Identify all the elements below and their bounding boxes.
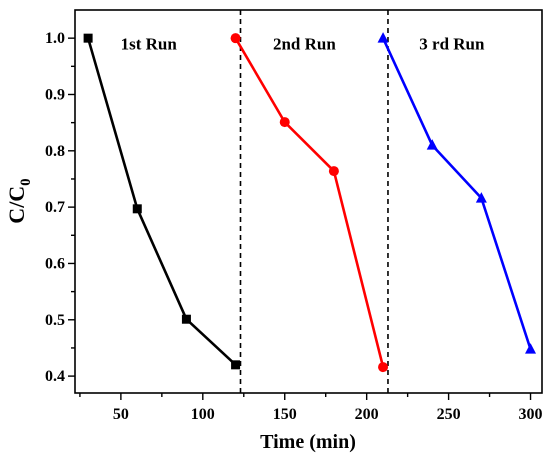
data-point bbox=[378, 32, 389, 43]
x-tick-label: 250 bbox=[437, 406, 461, 423]
run-label: 1st Run bbox=[121, 34, 178, 53]
y-tick-label: 0.9 bbox=[45, 86, 65, 103]
data-point bbox=[231, 33, 241, 43]
series-3 bbox=[378, 32, 536, 353]
y-tick-label: 0.8 bbox=[45, 143, 65, 160]
data-point bbox=[525, 343, 536, 354]
x-axis-ticks: 50 100 150 200 250 300 bbox=[80, 393, 543, 423]
y-axis-title-main: C/C bbox=[4, 186, 29, 224]
data-point bbox=[329, 166, 339, 176]
y-tick-label: 0.5 bbox=[45, 312, 65, 329]
run-annotations: 1st Run 2nd Run 3 rd Run bbox=[121, 34, 485, 53]
divider-lines bbox=[240, 10, 387, 393]
y-tick-label: 0.4 bbox=[45, 368, 65, 385]
data-point bbox=[427, 139, 438, 150]
data-point bbox=[280, 117, 290, 127]
data-point bbox=[378, 362, 388, 372]
series-1 bbox=[84, 34, 240, 370]
data-point bbox=[84, 34, 93, 43]
y-axis-ticks: 0.4 0.5 0.6 0.7 0.8 0.9 1.0 bbox=[45, 30, 75, 385]
data-point bbox=[133, 204, 142, 213]
series-1-line bbox=[88, 38, 236, 365]
run-label: 3 rd Run bbox=[419, 34, 485, 53]
x-tick-label: 200 bbox=[355, 406, 379, 423]
x-tick-label: 300 bbox=[519, 406, 543, 423]
x-tick-label: 150 bbox=[273, 406, 297, 423]
x-axis-title: Time (min) bbox=[260, 431, 356, 453]
y-tick-label: 1.0 bbox=[45, 30, 65, 47]
run-label: 2nd Run bbox=[273, 34, 336, 53]
series-2-line bbox=[236, 38, 384, 367]
y-axis-title-subscript: 0 bbox=[18, 178, 34, 186]
x-tick-label: 100 bbox=[191, 406, 215, 423]
plot-frame bbox=[75, 10, 542, 393]
data-point bbox=[231, 360, 240, 369]
series-3-line bbox=[383, 38, 530, 349]
y-axis-title: C/C0 bbox=[4, 178, 34, 223]
y-tick-label: 0.6 bbox=[45, 255, 65, 272]
series-layer bbox=[84, 32, 536, 372]
series-2 bbox=[231, 33, 388, 372]
data-point bbox=[182, 315, 191, 324]
x-tick-label: 50 bbox=[113, 406, 129, 423]
y-tick-label: 0.7 bbox=[45, 199, 65, 216]
